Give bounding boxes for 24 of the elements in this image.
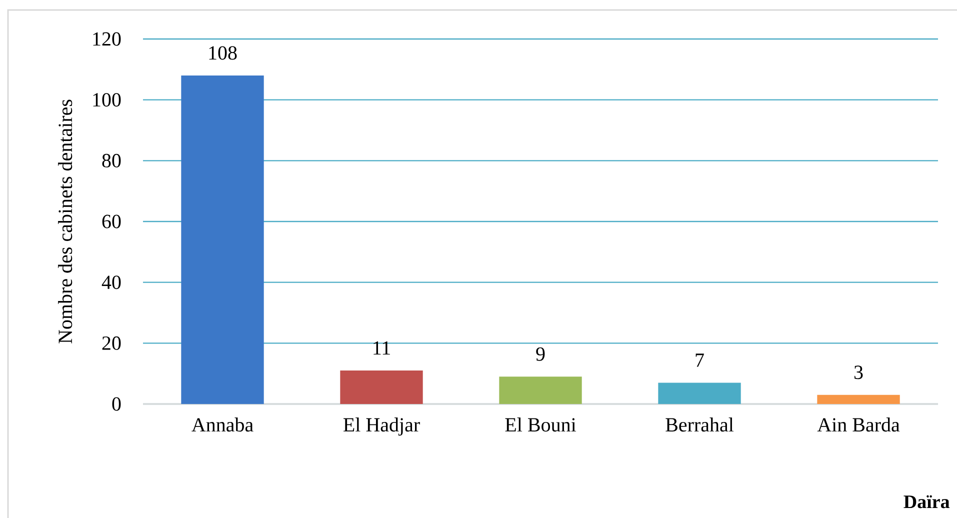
- data-label: 7: [696, 354, 704, 367]
- x-axis-title: Daïra: [904, 495, 950, 508]
- data-label: 9: [536, 347, 545, 361]
- bar: [340, 370, 423, 404]
- y-tick-label: 120: [93, 32, 121, 46]
- data-label: 3: [854, 366, 863, 380]
- data-label: 11: [374, 341, 390, 355]
- data-label: 108: [209, 46, 237, 60]
- x-tick-label: Annaba: [192, 418, 254, 432]
- y-tick-label: 80: [102, 154, 121, 168]
- bar: [499, 376, 582, 404]
- y-tick-label: 100: [93, 93, 121, 107]
- bar: [658, 382, 741, 404]
- y-axis-title: Nombre des cabinets dentaires: [58, 100, 72, 344]
- y-tick-label: 0: [112, 397, 121, 411]
- y-tick-label: 60: [102, 214, 121, 228]
- bar: [817, 394, 900, 404]
- x-tick-label: Ain Barda: [817, 418, 900, 432]
- y-tick-label: 20: [102, 336, 121, 350]
- x-tick-label: El Hadjar: [343, 418, 420, 436]
- bar: [181, 75, 264, 404]
- x-tick-label: El Bouni: [505, 418, 576, 432]
- x-tick-label: Berrahal: [666, 418, 734, 432]
- y-tick-label: 40: [102, 276, 121, 290]
